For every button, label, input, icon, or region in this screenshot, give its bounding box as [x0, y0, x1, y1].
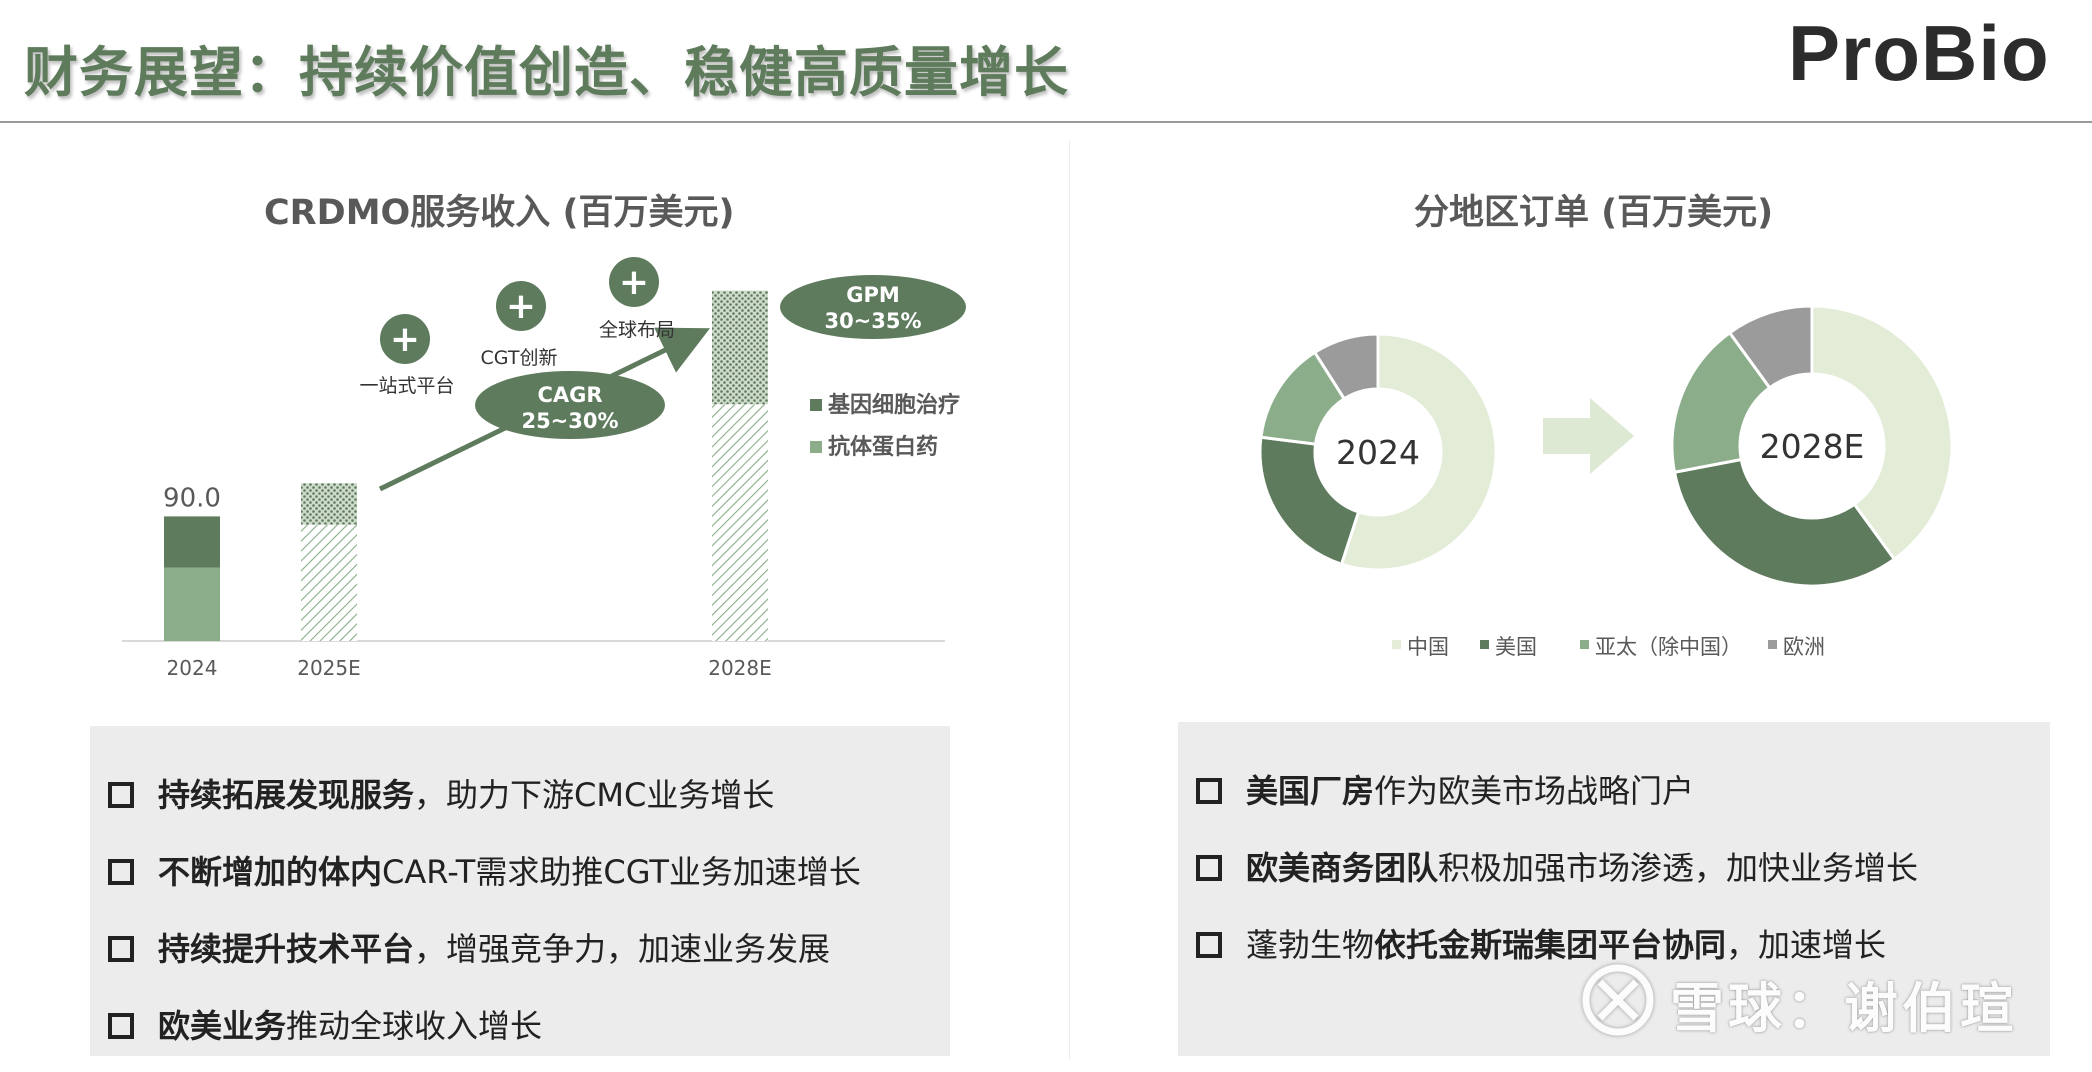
donut-center-label: 2028E [1760, 427, 1865, 466]
plus-badge-platform: + [380, 314, 430, 364]
charts-canvas: 2024 2025E 2028E 90.0 + 一站式平台 + CGT创新 + 全球… [122, 257, 1954, 680]
donut-slice-2028E-2 [1670, 330, 1772, 474]
watermark-logo-icon [1582, 964, 1654, 1036]
page-title: 财务展望：持续价值创造、稳健高质量增长 [24, 41, 1069, 104]
svg-text:GPM: GPM [846, 283, 900, 307]
probio-logo: ProBio [1788, 9, 2050, 97]
left-bullet-3: 持续提升技术平台，增强竞争力，加速业务发展 [108, 924, 830, 970]
svg-text:25~30%: 25~30% [521, 409, 618, 433]
legend-swatch [810, 399, 822, 411]
checkbox-icon [1196, 855, 1222, 881]
callout-one-stop-platform: 一站式平台 [359, 375, 454, 397]
donut-chart-title: 分地区订单 (百万美元) [1414, 193, 1774, 233]
legend-label: 抗体蛋白药 [828, 434, 938, 460]
left-bullet-2: 不断增加的体内CAR-T需求助推CGT业务加速增长 [108, 847, 861, 893]
bar-chart-title: CRDMO服务收入 (百万美元) [264, 193, 735, 233]
cagr-badge: CAGR 25~30% [475, 371, 665, 439]
callout-global-layout: 全球布局 [599, 319, 675, 341]
bar-2025E-antibody-protein [301, 524, 357, 641]
svg-text:+: + [619, 262, 649, 303]
x-tick-label: 2025E [297, 656, 361, 680]
donut-slice-2024-1 [1258, 435, 1361, 567]
donut-center-label: 2024 [1336, 433, 1420, 472]
donut-legend-swatch [1480, 640, 1489, 649]
left-highlights-box [90, 726, 950, 1056]
plus-badge-cgt: + [496, 281, 546, 331]
donut-legend-swatch [1580, 640, 1589, 649]
x-tick-label: 2024 [167, 656, 218, 680]
donut-legend-label: 中国 [1407, 635, 1449, 659]
donut-legend-label: 美国 [1495, 635, 1537, 659]
bar-2028E-antibody-protein [712, 404, 768, 641]
left-bullet-4: 欧美业务推动全球收入增长 [108, 1001, 542, 1047]
legend-label: 基因细胞治疗 [828, 392, 960, 418]
svg-text:30~35%: 30~35% [824, 309, 921, 333]
checkbox-icon [1196, 932, 1222, 958]
transition-arrow [1543, 398, 1634, 474]
checkbox-icon [108, 1013, 134, 1039]
donut-slice-2028E-1 [1672, 457, 1897, 588]
bar-2024-antibody-protein [164, 567, 220, 641]
donut-legend-label: 欧洲 [1783, 635, 1825, 659]
checkbox-icon [108, 859, 134, 885]
donut-legend-label: 亚太（除中国） [1595, 635, 1742, 659]
xueqiu-watermark: 雪球：谢伯瑄 [1578, 960, 2038, 1040]
checkbox-icon [1196, 778, 1222, 804]
donut-legend-swatch [1392, 640, 1401, 649]
bar-2024-gene-cell-therapy [164, 516, 220, 568]
gpm-badge: GPM 30~35% [780, 275, 966, 339]
header-divider [0, 121, 2092, 123]
watermark-text: 雪球：谢伯瑄 [1670, 977, 2018, 1040]
plus-badge-global: + [609, 257, 659, 307]
panel-divider [1069, 140, 1070, 1060]
right-bullet-2: 欧美商务团队积极加强市场渗透，加快业务增长 [1196, 843, 1918, 889]
bar-2025E-gene-cell-therapy [301, 483, 357, 525]
svg-text:+: + [506, 286, 536, 327]
bar-2028E-gene-cell-therapy [712, 290, 768, 405]
callout-cgt-innovation: CGT创新 [481, 347, 558, 369]
svg-text:+: + [390, 319, 420, 360]
checkbox-icon [108, 936, 134, 962]
donut-slice-2024-3 [1312, 332, 1380, 401]
donut-legend-swatch [1768, 640, 1777, 649]
right-bullet-1: 美国厂房作为欧美市场战略门户 [1196, 766, 1694, 812]
left-bullet-1: 持续拓展发现服务，助力下游CMC业务增长 [108, 770, 774, 816]
x-tick-label: 2028E [708, 656, 772, 680]
checkbox-icon [108, 782, 134, 808]
svg-text:CAGR: CAGR [537, 383, 602, 407]
legend-swatch [810, 441, 822, 453]
donut-slice-2028E-0 [1810, 304, 1954, 562]
donut-slice-2028E-3 [1727, 304, 1814, 390]
right-bullet-3: 蓬勃生物依托金斯瑞集团平台协同，加速增长 [1196, 920, 1886, 966]
donut-slice-2024-0 [1339, 332, 1498, 572]
bar-data-label: 90.0 [163, 483, 221, 513]
